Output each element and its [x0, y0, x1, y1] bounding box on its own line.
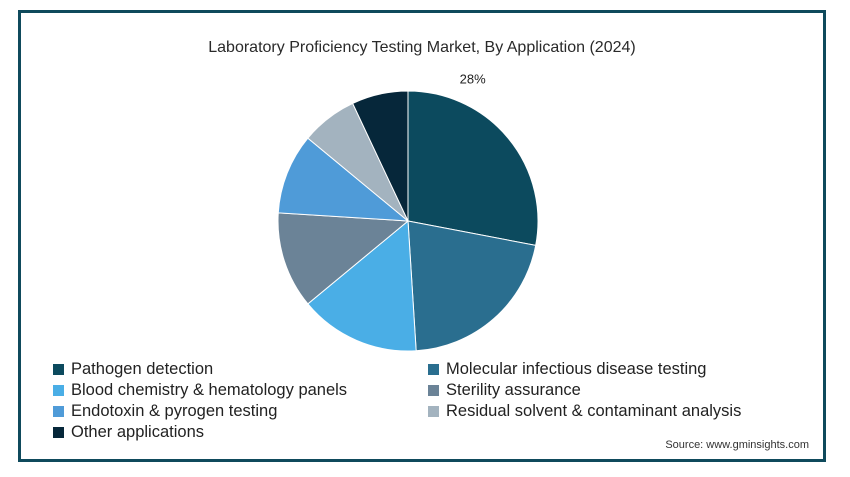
legend-item: Blood chemistry & hematology panels — [53, 381, 347, 400]
legend-swatch — [53, 406, 64, 417]
legend-label: Residual solvent & contaminant analysis — [446, 402, 742, 420]
legend-swatch — [428, 406, 439, 417]
legend-label: Other applications — [71, 423, 204, 441]
pie-slice-2 — [307, 219, 417, 352]
legend-item: Other applications — [53, 423, 204, 442]
pie-slice-3 — [277, 212, 410, 305]
slice-data-label: 28% — [460, 72, 486, 87]
source-note: Source: www.gminsights.com — [665, 439, 809, 451]
legend-label: Sterility assurance — [446, 381, 581, 399]
pie-slice-4 — [277, 137, 410, 222]
pie-slice-1 — [407, 220, 537, 352]
legend-swatch — [428, 385, 439, 396]
legend-label: Molecular infectious disease testing — [446, 360, 707, 378]
legend-item: Sterility assurance — [428, 381, 581, 400]
legend-swatch — [53, 385, 64, 396]
legend-label: Endotoxin & pyrogen testing — [71, 402, 278, 420]
legend-swatch — [428, 364, 439, 375]
legend-item: Molecular infectious disease testing — [428, 360, 706, 379]
chart-title: Laboratory Proficiency Testing Market, B… — [208, 39, 636, 56]
legend-swatch — [53, 364, 64, 375]
legend-item: Endotoxin & pyrogen testing — [53, 402, 277, 421]
legend-swatch — [53, 427, 64, 438]
legend-label: Blood chemistry & hematology panels — [71, 381, 348, 399]
pie-slice-6 — [351, 90, 409, 222]
legend-item: Residual solvent & contaminant analysis — [428, 402, 741, 421]
legend-label: Pathogen detection — [71, 360, 214, 378]
legend-item: Pathogen detection — [53, 360, 213, 379]
pie-slice-0 — [407, 90, 539, 246]
